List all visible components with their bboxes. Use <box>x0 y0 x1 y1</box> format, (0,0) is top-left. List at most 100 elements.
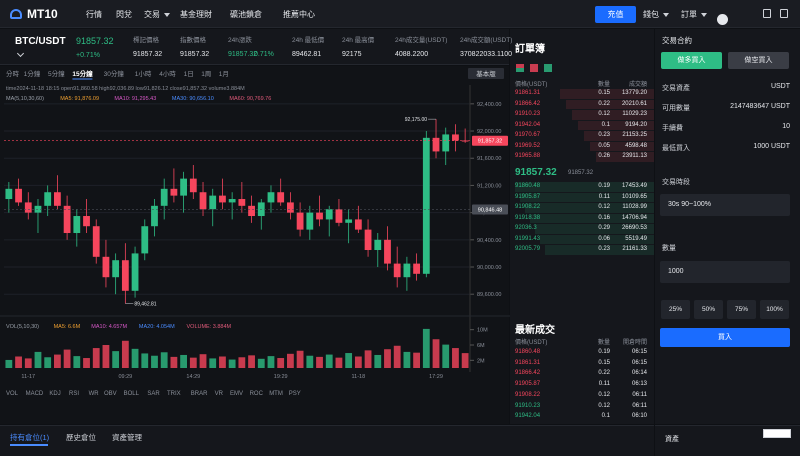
short-button[interactable]: 做空買入 <box>728 52 789 69</box>
orders-menu[interactable]: 訂單 <box>681 9 707 20</box>
percent-button[interactable]: 75% <box>727 300 756 319</box>
book-mode-icon[interactable] <box>516 64 524 72</box>
indicator-tab[interactable]: RSI <box>69 391 79 397</box>
bottom-tab[interactable]: 資產管理 <box>112 433 142 442</box>
indicator-tab[interactable]: VOL <box>6 391 19 397</box>
volume-bar <box>160 352 168 368</box>
cell: 91905.87 <box>515 193 541 200</box>
ticker-label: 24h漲跌 <box>228 37 252 44</box>
bid-depth <box>515 182 654 192</box>
volume-bar <box>452 348 459 368</box>
book-mode-icon[interactable] <box>530 64 538 72</box>
indicator-tab[interactable]: EMV <box>230 391 243 397</box>
bottom-tab[interactable]: 歷史倉位 <box>66 433 96 442</box>
nav-item[interactable]: 閃兌 <box>116 10 132 19</box>
trades-title: 最新成交 <box>515 325 555 336</box>
volume-bar <box>199 354 207 368</box>
download-icon[interactable] <box>763 9 771 18</box>
vol-tick-label: 6M <box>477 343 485 349</box>
nav-item[interactable]: 行情 <box>86 10 102 19</box>
indicator-tab[interactable]: MACD <box>26 391 44 397</box>
legend-item: MA5: 91,876.09 <box>60 96 99 102</box>
bottom-tab[interactable]: 持有倉位(1) <box>10 433 50 442</box>
indicator-tab[interactable]: OBV <box>104 391 117 397</box>
volume-bar <box>15 356 22 368</box>
cell: 91866.42 <box>515 100 541 107</box>
indicator-tab[interactable]: PSY <box>289 391 301 397</box>
field-value: USDT <box>770 83 790 90</box>
buy-button[interactable]: 買入 <box>660 328 790 347</box>
volume-bar <box>73 356 81 368</box>
indicator-tab[interactable]: WR <box>89 391 100 397</box>
volume-bar <box>374 354 382 368</box>
book-mode-icon[interactable] <box>544 64 552 72</box>
menu-icon[interactable] <box>780 9 788 18</box>
percent-button[interactable]: 50% <box>694 300 723 319</box>
candle-body <box>112 260 120 278</box>
indicator-tab[interactable]: VR <box>215 391 224 397</box>
cell: 0.22 <box>598 370 610 377</box>
nav-item[interactable]: 推薦中心 <box>283 10 315 19</box>
timeframe: 1周 <box>201 70 211 78</box>
volume-bar <box>131 348 139 368</box>
indicator-tab[interactable]: BRAR <box>191 391 208 397</box>
candle-body <box>403 263 411 278</box>
ticker-bar <box>0 29 509 65</box>
indicator-tab[interactable]: ROC <box>250 391 264 397</box>
assets-toggle[interactable] <box>763 429 791 438</box>
percent-button[interactable]: 25% <box>661 300 690 319</box>
mid-sub: 91857.32 <box>568 170 594 176</box>
field-label: 最低買入 <box>662 145 690 152</box>
y-tick-label: 89,600.00 <box>477 292 501 298</box>
mode-label: 基本版 <box>476 69 496 78</box>
nav-item[interactable]: 基金理財 <box>180 10 212 19</box>
y-tick-label: 90,000.00 <box>477 265 501 271</box>
volume-bar <box>238 357 246 368</box>
nav-item[interactable]: 礦池鎖倉 <box>230 10 262 19</box>
qty-input[interactable]: 1000 <box>660 261 790 283</box>
ticker-label: 24h成交額(USDT) <box>460 37 513 44</box>
ask-depth <box>560 89 654 99</box>
period-select[interactable]: 30s 90~100% <box>660 194 790 216</box>
symbol[interactable]: BTC/USDT <box>15 36 66 47</box>
indicator-tab[interactable]: TRIX <box>167 391 181 397</box>
avatar[interactable] <box>717 14 728 25</box>
bottom-tabs <box>0 425 654 456</box>
ticker-value: 91857.32 <box>133 51 163 58</box>
volume-bar <box>422 328 430 368</box>
ticker-value: 92175 <box>342 51 362 58</box>
candle-body <box>209 195 217 210</box>
volume-bar <box>364 350 372 368</box>
volume-bar <box>209 358 217 368</box>
long-button[interactable]: 做多買入 <box>661 52 722 69</box>
volume-bar <box>112 351 120 368</box>
indicator-tab[interactable]: KDJ <box>49 391 60 397</box>
cell: 11028.99 <box>622 204 647 210</box>
ohlc-info: time2024-11-18 18:15 open91,860.58 high9… <box>6 86 245 92</box>
legend-item: VOLUME: 3.884M <box>187 324 232 330</box>
cell: 91908.22 <box>515 391 541 398</box>
percent-button[interactable]: 100% <box>760 300 789 319</box>
indicator-tab[interactable]: BOLL <box>124 391 140 397</box>
nav-item[interactable]: 交易 <box>144 9 170 20</box>
cell: 21161.33 <box>622 246 647 252</box>
trade-panel <box>655 29 800 424</box>
ask-depth <box>596 152 654 162</box>
bid-depth <box>525 203 654 213</box>
volume-bar <box>189 357 197 368</box>
volume-bar <box>384 349 391 368</box>
indicator-tab[interactable]: SAR <box>147 391 160 397</box>
cell: 23911.13 <box>622 153 647 159</box>
x-tick-label: 14:29 <box>186 374 200 380</box>
wallet-menu[interactable]: 錢包 <box>643 9 669 20</box>
indicator-tab[interactable]: MTM <box>269 391 283 397</box>
candle-body <box>15 188 22 203</box>
candle-body <box>442 134 450 152</box>
volume-bar <box>170 356 178 368</box>
ask-depth <box>578 120 654 130</box>
deposit-button[interactable]: 充值 <box>595 6 636 23</box>
candle-body <box>180 178 188 196</box>
volume-bar <box>180 354 188 368</box>
candle-body <box>432 137 440 152</box>
tab-underline <box>10 444 48 446</box>
